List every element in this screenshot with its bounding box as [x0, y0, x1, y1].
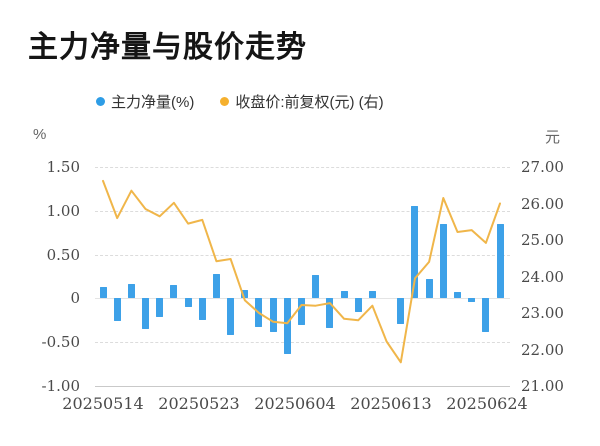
bar-20250620: [468, 298, 476, 302]
right-axis-tick-label: 21.00: [521, 377, 564, 395]
bar-20250606: [326, 298, 334, 329]
legend: 主力净量(%) 收盘价:前复权(元) (右): [96, 91, 384, 112]
legend-dot-icon: [220, 97, 230, 106]
plot-area: [95, 167, 510, 387]
bar-20250617: [425, 279, 433, 299]
bar-20250604: [298, 298, 306, 325]
bar-20250605: [312, 274, 320, 299]
bar-20250516: [127, 284, 135, 299]
right-axis-tick-label: 24.00: [521, 267, 564, 286]
chart-title: 主力净量与股价走势: [28, 31, 307, 64]
bar-20250528: [241, 289, 249, 299]
right-axis-tick-label: 25.00: [521, 231, 564, 249]
right-axis-unit-label: 元: [545, 129, 561, 146]
x-axis-tick-label: 20250514: [62, 394, 144, 413]
gridline: [95, 167, 510, 168]
bar-20250603: [283, 298, 291, 355]
gridline: [95, 342, 510, 344]
legend-dot-icon: [96, 97, 105, 106]
gridline: [95, 210, 510, 212]
left-axis-tick-label: 0: [70, 289, 80, 308]
legend-label: 收盘价:前复权(元) (右): [235, 94, 384, 111]
legend-label: 主力净量(%): [111, 94, 195, 111]
left-axis-tick-label: 0.50: [46, 245, 80, 264]
bar-20250519: [142, 298, 150, 330]
left-axis-tick-label: 1.50: [46, 158, 80, 176]
bar-20250530: [269, 298, 277, 332]
gridline: [95, 386, 510, 387]
legend-item-line-series[interactable]: 收盘价:前复权(元) (右): [220, 91, 384, 112]
right-axis-tick-label: 22.00: [521, 340, 564, 359]
right-axis-tick-label: 26.00: [521, 194, 564, 213]
bar-20250522: [184, 298, 192, 308]
bar-20250526: [212, 273, 220, 299]
right-axis-tick-label: 27.00: [521, 158, 564, 176]
left-axis-tick-label: -1.00: [41, 377, 80, 395]
x-axis-tick-label: 20250624: [446, 394, 528, 413]
left-axis-tick-label: 1.00: [46, 201, 80, 220]
right-axis-tick-label: 23.00: [521, 304, 564, 322]
bar-20250523: [198, 298, 206, 321]
bar-20250521: [170, 285, 178, 299]
bar-20250611: [368, 290, 376, 299]
bar-20250613: [397, 298, 405, 324]
bar-20250624: [496, 223, 504, 299]
bar-20250520: [156, 298, 164, 317]
x-axis-tick-label: 20250523: [158, 394, 240, 413]
x-axis-tick-label: 20250613: [350, 394, 432, 413]
bar-20250514: [99, 287, 107, 299]
left-axis-tick-label: -0.50: [41, 333, 80, 352]
bar-20250623: [482, 298, 490, 332]
bar-20250619: [454, 292, 461, 299]
bar-20250527: [227, 298, 235, 336]
bar-20250616: [411, 205, 419, 299]
x-axis-tick-label: 20250604: [254, 394, 336, 413]
bar-20250515: [113, 298, 121, 322]
left-axis-unit-label: %: [33, 126, 47, 143]
gridline: [95, 254, 510, 256]
price-line: [102, 179, 501, 364]
bar-20250610: [354, 298, 362, 312]
legend-item-bar-series[interactable]: 主力净量(%): [96, 91, 194, 112]
bar-20250609: [340, 290, 348, 299]
bar-20250618: [439, 223, 447, 299]
